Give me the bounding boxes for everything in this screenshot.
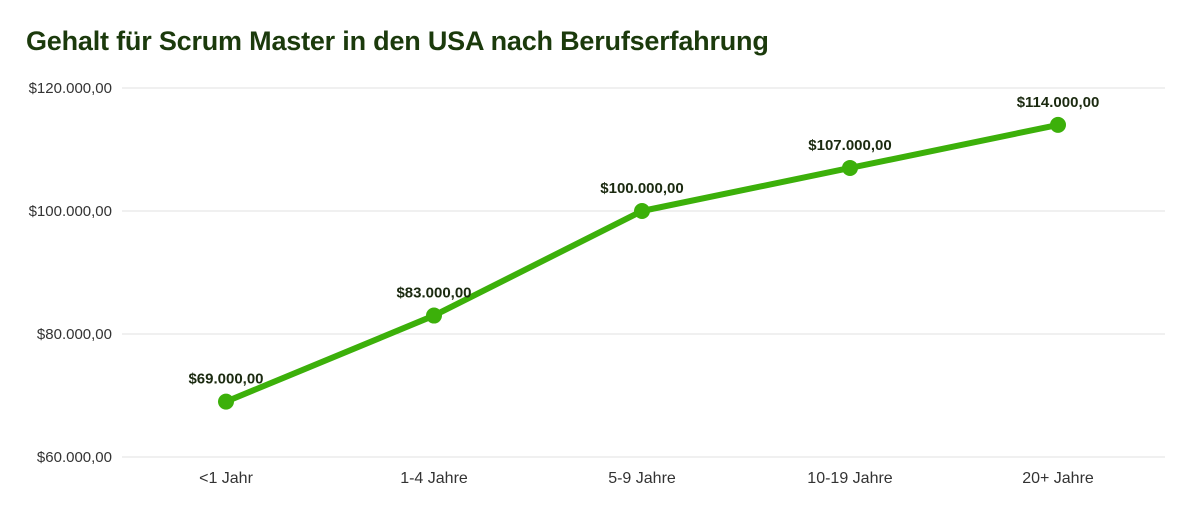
x-tick-label: 10-19 Jahre: [807, 470, 892, 487]
data-point: [426, 307, 442, 324]
data-point: [218, 393, 234, 410]
x-tick-label: 20+ Jahre: [1022, 470, 1094, 487]
data-label: $100.000,00: [600, 180, 683, 197]
data-point: [1050, 116, 1066, 133]
data-point: [634, 203, 650, 219]
data-label: $114.000,00: [1017, 94, 1100, 111]
x-tick-label: 1-4 Jahre: [400, 470, 468, 487]
data-point: [842, 159, 858, 176]
x-tick-label: <1 Jahr: [199, 470, 253, 487]
y-tick-label: $120.000,00: [29, 80, 112, 97]
y-tick-label: $100.000,00: [29, 203, 112, 220]
chart-title: Gehalt für Scrum Master in den USA nach …: [26, 26, 769, 56]
y-tick-label: $80.000,00: [37, 326, 112, 343]
x-tick-label: 5-9 Jahre: [608, 470, 676, 487]
data-label: $83.000,00: [396, 285, 471, 302]
data-label: $69.000,00: [188, 371, 263, 388]
data-label: $107.000,00: [808, 137, 891, 154]
series-line: [224, 121, 1059, 405]
y-tick-label: $60.000,00: [37, 449, 112, 466]
